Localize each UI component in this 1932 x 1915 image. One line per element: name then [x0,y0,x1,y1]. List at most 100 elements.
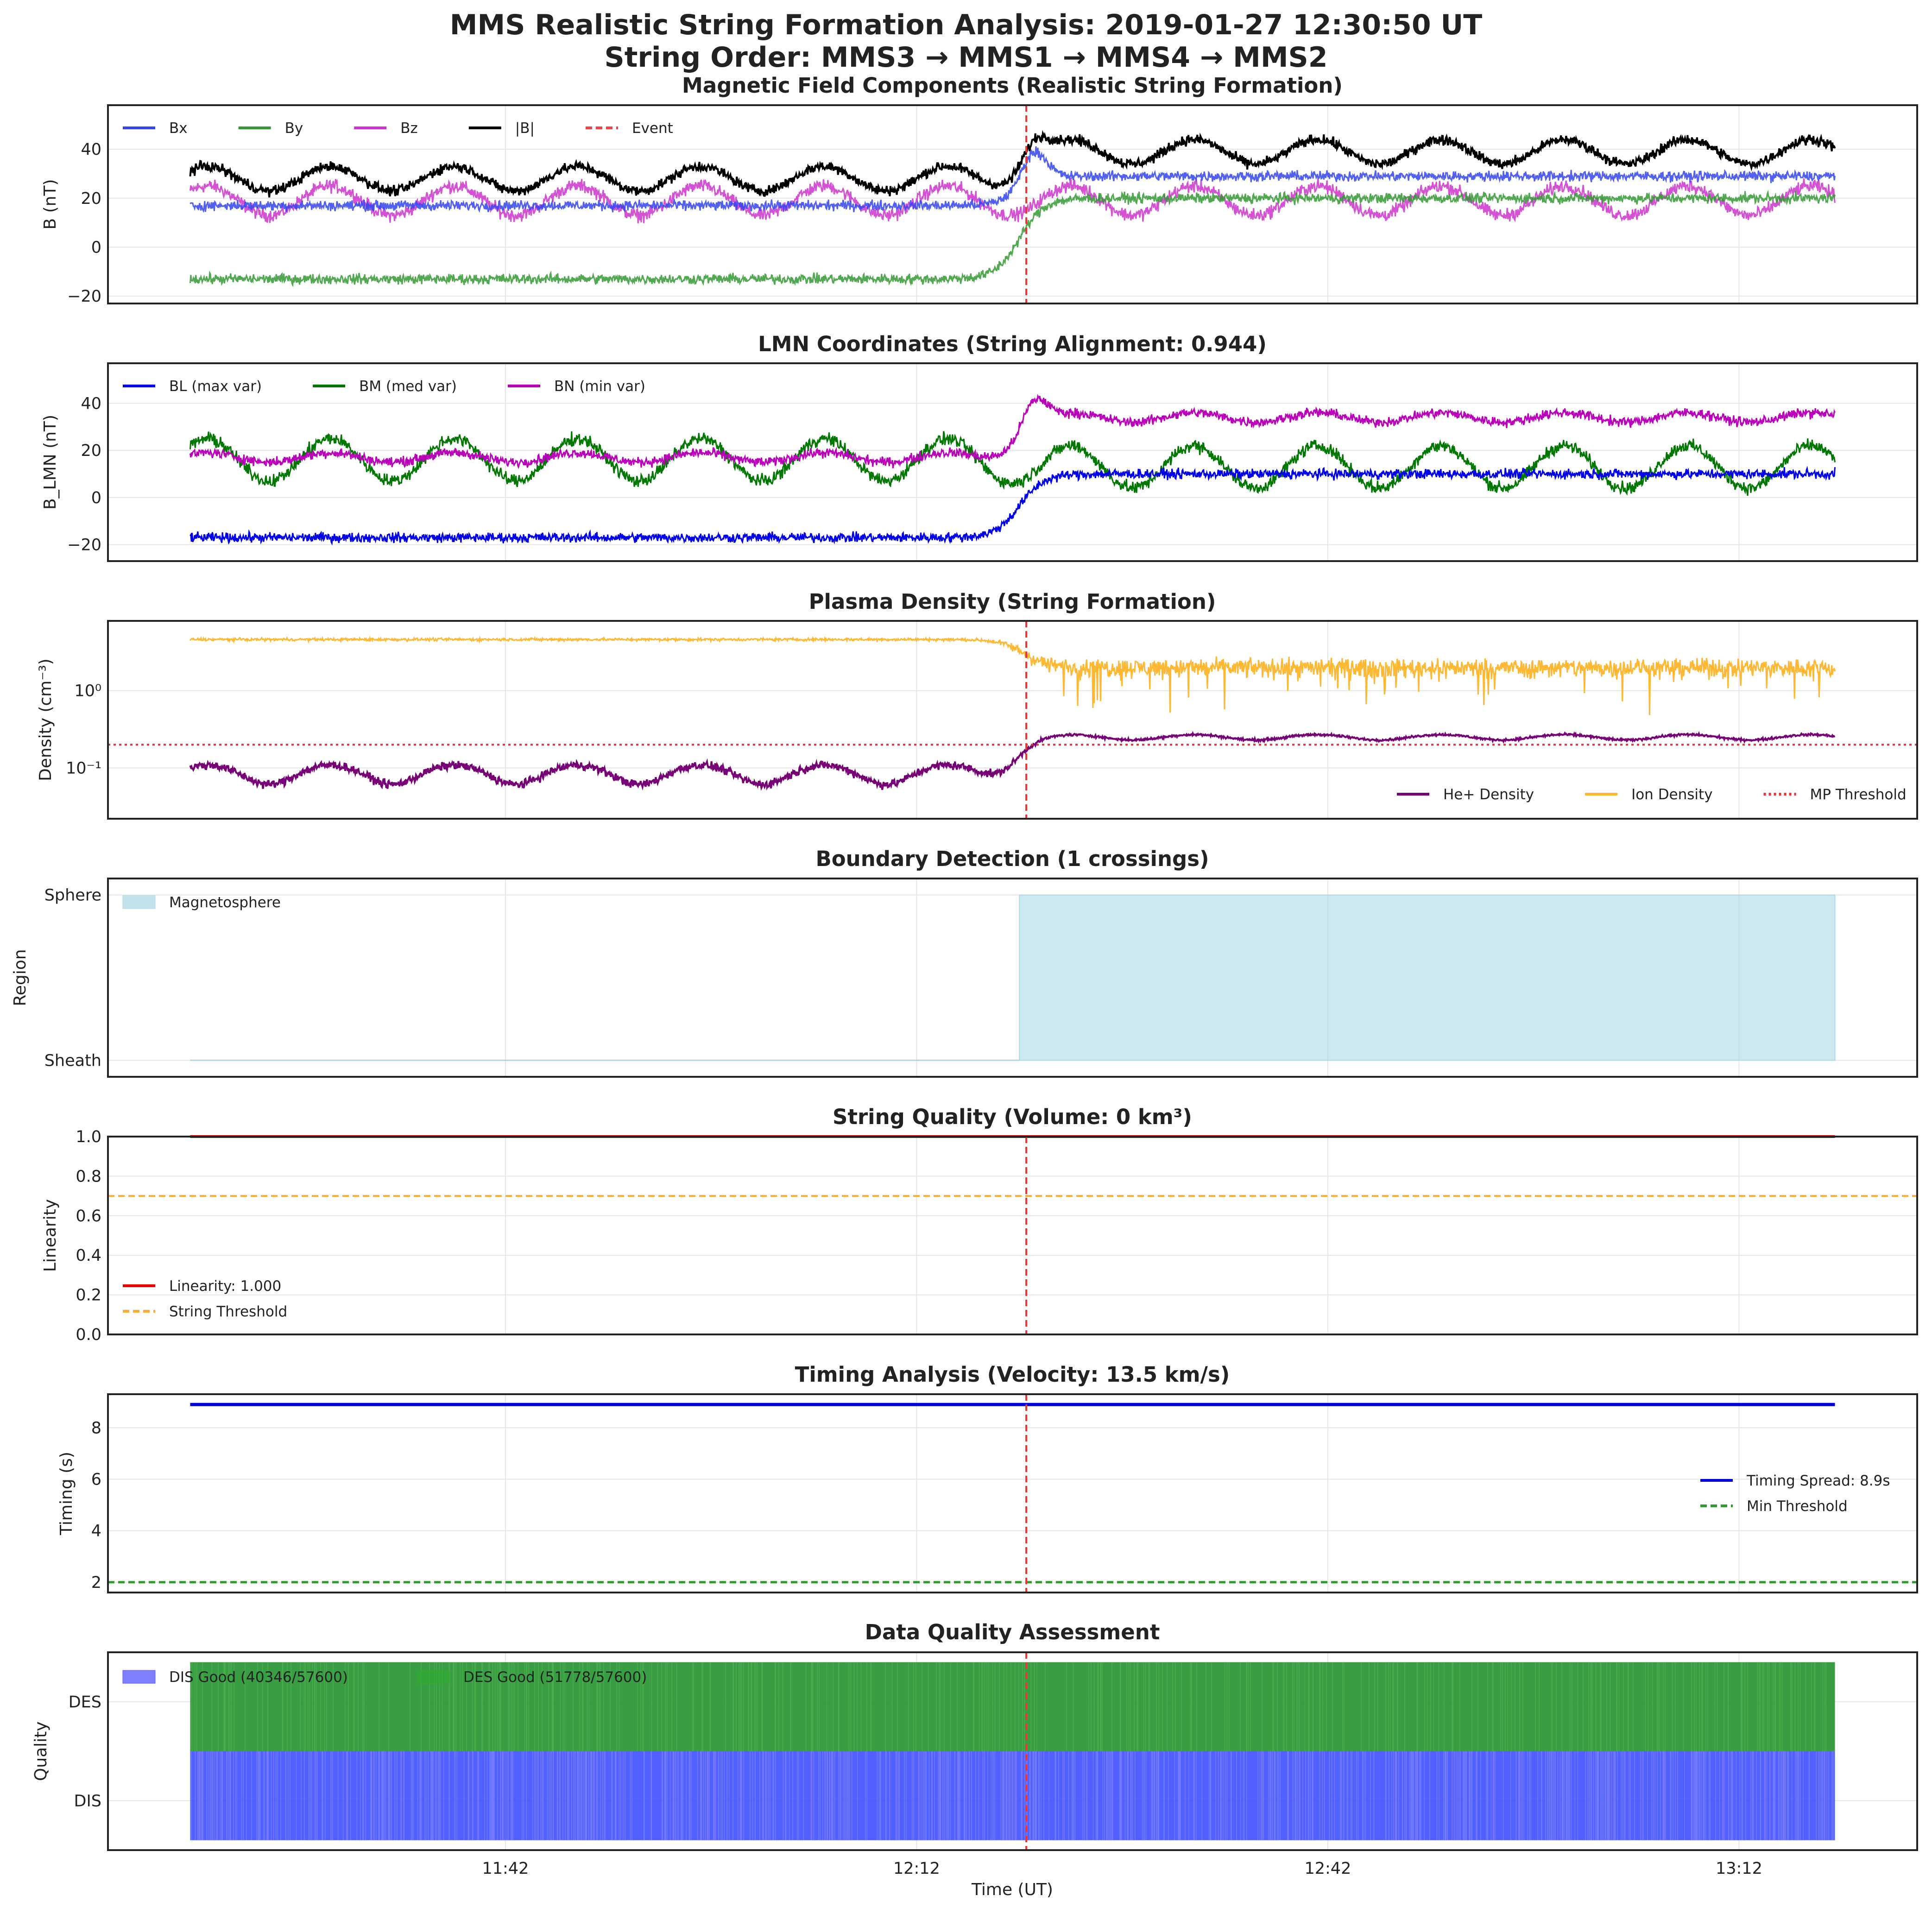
axes-frame [107,1651,1918,1851]
y-tick-label: 0.4 [76,1246,101,1265]
legend-item: Timing Spread: 8.9s [1700,1473,1890,1489]
legend-label: He+ Density [1443,786,1534,803]
y-axis-label: B (nT) [41,179,60,229]
y-axis-label: Density (cm⁻³) [36,658,55,781]
axes-frame [107,1136,1918,1335]
legend-label: Magnetosphere [169,894,281,911]
legend-label: Ion Density [1631,786,1712,803]
x-tick-label: 11:42 [482,1859,529,1878]
y-axis-label: B_LMN (nT) [41,415,60,510]
legend-item: Linearity: 1.000 [123,1278,281,1295]
y-tick-label: 6 [91,1470,101,1489]
des-good-bar [190,1662,1835,1751]
legend-label: Min Threshold [1747,1498,1848,1515]
magnetic-field-panel: Magnetic Field Components (Realistic Str… [41,73,1918,306]
lmn-coordinates-panel: LMN Coordinates (String Alignment: 0.944… [41,332,1918,562]
axes-frame [107,104,1918,304]
legend-item: Min Threshold [1700,1498,1848,1515]
series-line-he-density [189,731,1835,791]
legend-item: Bz [354,120,418,137]
y-tick-label: −20 [67,287,101,306]
y-tick-label: −20 [67,536,101,554]
legend-item: He+ Density [1397,786,1534,803]
legend-label: Bx [169,120,188,137]
y-axis-label: Linearity [41,1199,60,1272]
series-line-bn [189,394,1836,469]
legend-swatch [417,1670,450,1684]
y-tick-label: 20 [81,442,101,460]
series-line-bz [189,177,1836,223]
legend-label: MP Threshold [1810,786,1907,803]
series-line-bm [189,431,1836,496]
dis-quality-texture [191,1751,1834,1840]
legend-item: DES Good (51778/57600) [417,1669,647,1686]
legend-item: By [238,120,303,137]
y-tick-label: DIS [74,1792,102,1810]
y-tick-label: 10⁰ [74,682,101,701]
axes-frame [107,878,1918,1078]
y-tick-label: 0 [91,238,101,257]
series-line-bl [189,466,1836,546]
legend-swatch [122,895,156,909]
legend-item: String Threshold [123,1303,287,1320]
legend-label: BN (min var) [554,378,645,395]
y-tick-label: Sheath [44,1051,101,1070]
lmn-coordinates-title: LMN Coordinates (String Alignment: 0.944… [758,332,1267,356]
timing-analysis-title: Timing Analysis (Velocity: 13.5 km/s) [795,1362,1230,1387]
legend-label: |B| [515,120,535,137]
y-tick-label: 8 [91,1419,101,1437]
axes-frame [107,362,1918,562]
axes-frame [107,1393,1918,1593]
series-line-by [189,190,1836,287]
y-tick-label: 20 [81,190,101,208]
y-tick-label: 0.8 [76,1167,101,1186]
y-tick-label: DES [69,1693,101,1712]
string-quality-title: String Quality (Volume: 0 km³) [833,1105,1192,1129]
x-axis-label: Time (UT) [971,1880,1053,1899]
legend-item: Event [585,120,673,137]
legend-item: Bx [123,120,188,137]
legend-item: Magnetosphere [122,894,281,911]
figure-title-line2: String Order: MMS3 → MMS1 → MMS4 → MMS2 [605,41,1328,74]
axes-frame [107,620,1918,820]
legend-label: BL (max var) [169,378,262,395]
legend-label: DES Good (51778/57600) [463,1669,647,1686]
y-tick-label: 0.6 [76,1207,101,1226]
y-tick-label: 0.2 [76,1286,101,1305]
boundary-detection-panel: Boundary Detection (1 crossings) Sheath S… [11,847,1918,1078]
legend-item: BN (min var) [508,378,645,395]
x-tick-label: 12:12 [893,1859,940,1878]
legend-label: DIS Good (40346/57600) [169,1669,348,1686]
legend-swatch [122,1670,156,1684]
legend-item: Ion Density [1585,786,1713,803]
legend-label: Bz [400,120,418,137]
data-quality-panel: Data Quality Assessment DIS DES Quality DIS… [32,1620,1918,1851]
des-quality-texture [191,1662,1826,1751]
y-tick-label: 40 [81,140,101,159]
legend-item: BM (med var) [313,378,457,395]
legend-item: MP Threshold [1763,786,1907,803]
legend-item: |B| [468,120,535,137]
legend-label: BM (med var) [359,378,457,395]
series-line-bx [189,146,1836,213]
legend-label: Event [632,120,673,137]
legend-item: DIS Good (40346/57600) [122,1669,348,1686]
y-axis-label: Region [11,949,30,1006]
data-quality-title: Data Quality Assessment [865,1620,1160,1644]
legend-label: String Threshold [169,1303,287,1320]
y-tick-label: 4 [91,1522,101,1541]
y-tick-label: 10⁻¹ [66,759,101,777]
legend-label: Linearity: 1.000 [169,1278,281,1295]
legend-label: By [285,120,303,137]
series-line-b [189,130,1836,198]
x-tick-label: 13:12 [1716,1859,1762,1878]
y-axis-label: Timing (s) [57,1452,76,1536]
y-tick-label: 1.0 [76,1128,101,1146]
legend-item: BL (max var) [123,378,262,395]
figure-title-line1: MMS Realistic String Formation Analysis:… [450,9,1482,41]
x-tick-label: 12:42 [1304,1859,1351,1878]
magnetic-field-title: Magnetic Field Components (Realistic Str… [682,73,1343,98]
y-tick-label: Sphere [44,886,101,905]
series-line-ion-density [189,635,1836,715]
